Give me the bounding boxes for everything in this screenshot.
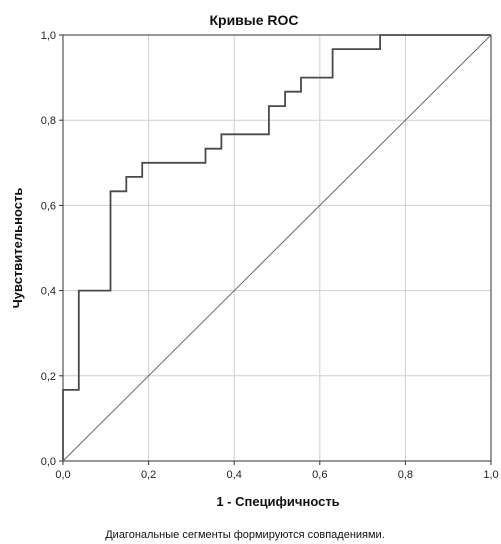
plot-frame — [62, 34, 492, 462]
y-tick-label: 0,2 — [41, 371, 56, 383]
x-tick-label: 0,6 — [312, 469, 327, 481]
y-tick-label: 0,6 — [41, 200, 56, 212]
chart-title: Кривые ROC — [209, 12, 298, 28]
series — [62, 34, 492, 462]
grid — [63, 35, 491, 461]
x-tick-label: 0,8 — [398, 469, 413, 481]
x-tick-label: 1,0 — [483, 469, 498, 481]
reference-diagonal-line — [62, 34, 492, 462]
ticks: 0,0 0,2 0,4 0,6 0,8 1,0 0,0 0,2 0,4 0,6 0,8 1,0 — [41, 30, 499, 481]
x-axis-label: 1 - Специфичность — [216, 494, 339, 509]
y-tick-label: 0,8 — [41, 115, 56, 127]
y-tick-label: 1,0 — [41, 30, 56, 42]
x-tick-label: 0,0 — [55, 469, 70, 481]
y-tick-label: 0,0 — [41, 456, 56, 468]
roc-curve-line — [62, 34, 491, 461]
y-axis-label: Чувствительность — [10, 188, 25, 309]
y-tick-label: 0,4 — [41, 286, 56, 298]
x-tick-label: 0,2 — [141, 469, 156, 481]
x-tick-label: 0,4 — [227, 469, 242, 481]
footnote: Диагональные сегменты формируются совпад… — [105, 529, 385, 541]
